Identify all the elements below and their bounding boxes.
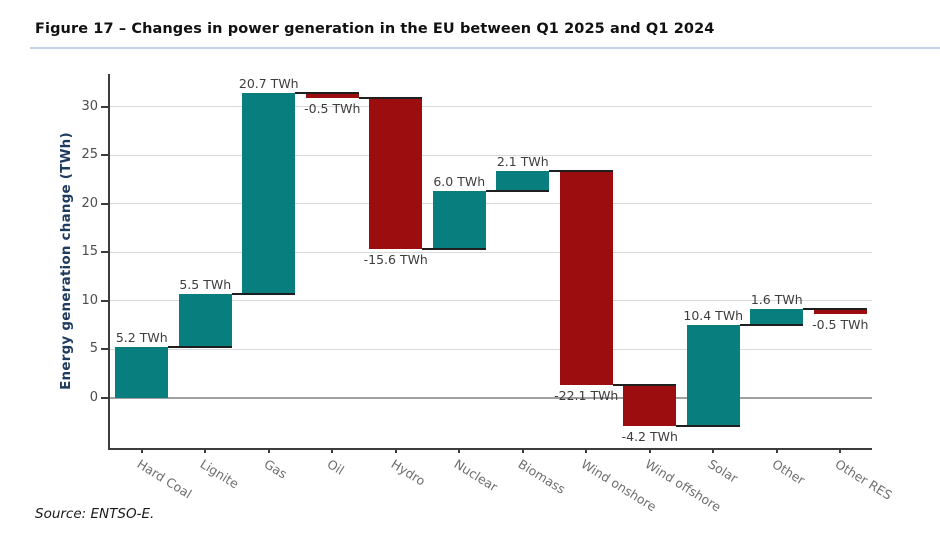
x-axis-tick bbox=[458, 448, 461, 453]
connector-line bbox=[676, 424, 740, 427]
bar-wind-offshore bbox=[623, 385, 677, 426]
y-tick-label: 0 bbox=[89, 389, 98, 405]
bar-nuclear bbox=[432, 191, 486, 250]
bar-value-label: 20.7 TWh bbox=[238, 76, 299, 92]
bar-value-label: 2.1 TWh bbox=[496, 153, 549, 169]
y-tick-label: 30 bbox=[81, 98, 98, 114]
y-axis-tick bbox=[101, 251, 110, 254]
bar-value-label: -4.2 TWh bbox=[621, 428, 678, 444]
y-axis-tick bbox=[101, 154, 110, 157]
y-tick-label: 25 bbox=[81, 147, 98, 163]
x-tick-label-hydro: Hydro bbox=[388, 456, 428, 489]
connector-line bbox=[485, 190, 550, 193]
x-axis-tick bbox=[267, 448, 270, 453]
bar-value-label: 5.2 TWh bbox=[115, 330, 168, 346]
x-axis-tick bbox=[140, 448, 143, 453]
figure-title: Figure 17 – Changes in power generation … bbox=[35, 21, 715, 37]
x-tick-label-solar: Solar bbox=[705, 456, 741, 486]
connector-line bbox=[739, 323, 804, 326]
connector-line bbox=[803, 308, 867, 311]
connector-line bbox=[358, 97, 423, 100]
x-axis-tick bbox=[204, 448, 207, 453]
title-divider bbox=[30, 47, 940, 49]
bar-solar bbox=[686, 324, 740, 426]
y-tick-label: 20 bbox=[81, 195, 98, 211]
y-axis-tick bbox=[101, 105, 110, 108]
connector-line bbox=[612, 384, 677, 387]
x-tick-label-oil: Oil bbox=[324, 456, 348, 478]
bar-biomass bbox=[496, 170, 550, 192]
y-tick-label: 15 bbox=[81, 244, 98, 260]
x-axis-tick bbox=[585, 448, 588, 453]
connector-line bbox=[168, 346, 232, 349]
gridline bbox=[110, 154, 872, 156]
zero-gridline bbox=[110, 396, 872, 400]
y-tick-label: 10 bbox=[81, 292, 98, 308]
bar-gas bbox=[242, 93, 296, 294]
x-axis-tick bbox=[648, 448, 651, 453]
bar-hard-coal bbox=[115, 347, 169, 398]
x-axis-tick bbox=[394, 448, 397, 453]
bar-value-label: 1.6 TWh bbox=[750, 292, 803, 308]
connector-line bbox=[422, 248, 486, 251]
gridline bbox=[110, 300, 872, 302]
source-note: Source: ENTSO-E. bbox=[35, 506, 155, 522]
bar-lignite bbox=[178, 293, 232, 348]
x-axis-tick bbox=[712, 448, 715, 453]
connector-line bbox=[295, 92, 359, 95]
bar-other bbox=[750, 309, 804, 325]
bar-value-label: -0.5 TWh bbox=[812, 317, 869, 333]
x-axis-tick bbox=[775, 448, 778, 453]
gridline bbox=[110, 203, 872, 205]
bar-oil bbox=[305, 93, 359, 99]
x-tick-label-hard-coal: Hard Coal bbox=[134, 456, 195, 502]
x-axis-tick bbox=[839, 448, 842, 453]
waterfall-chart: Energy generation change (TWh) 0 5 10 15 20 2… bbox=[58, 74, 895, 515]
x-tick-label-nuclear: Nuclear bbox=[451, 456, 501, 495]
x-axis-tick bbox=[331, 448, 334, 453]
connector-line bbox=[549, 169, 613, 172]
x-tick-label-other-res: Other RES bbox=[832, 456, 896, 503]
bar-value-label: -0.5 TWh bbox=[304, 101, 361, 117]
x-axis-tick bbox=[521, 448, 524, 453]
bar-value-label: -15.6 TWh bbox=[363, 252, 428, 268]
y-axis-tick bbox=[101, 299, 110, 302]
bar-value-label: 5.5 TWh bbox=[179, 276, 232, 292]
x-tick-label-biomass: Biomass bbox=[515, 456, 568, 497]
y-axis-tick bbox=[101, 396, 110, 399]
gridline bbox=[110, 251, 872, 253]
connector-line bbox=[231, 292, 296, 295]
plot-area: 0 5 10 15 20 25 30 5.2 TWh Hard Coal 5.5 TWh Ligni… bbox=[81, 74, 895, 515]
bar-hydro bbox=[369, 98, 423, 250]
gridline bbox=[110, 348, 872, 350]
y-axis-tick bbox=[101, 202, 110, 205]
gridline bbox=[110, 106, 872, 108]
x-tick-label-lignite: Lignite bbox=[197, 456, 242, 492]
bar-value-label: -22.1 TWh bbox=[554, 388, 619, 404]
x-tick-label-other: Other bbox=[769, 456, 808, 488]
bar-value-label: 10.4 TWh bbox=[683, 307, 744, 323]
bar-other-res bbox=[813, 309, 867, 315]
x-tick-label-gas: Gas bbox=[261, 456, 290, 482]
y-tick-label: 5 bbox=[89, 341, 98, 357]
y-axis-tick bbox=[101, 348, 110, 351]
bar-value-label: 6.0 TWh bbox=[433, 174, 486, 190]
bar-wind-onshore bbox=[559, 170, 613, 386]
